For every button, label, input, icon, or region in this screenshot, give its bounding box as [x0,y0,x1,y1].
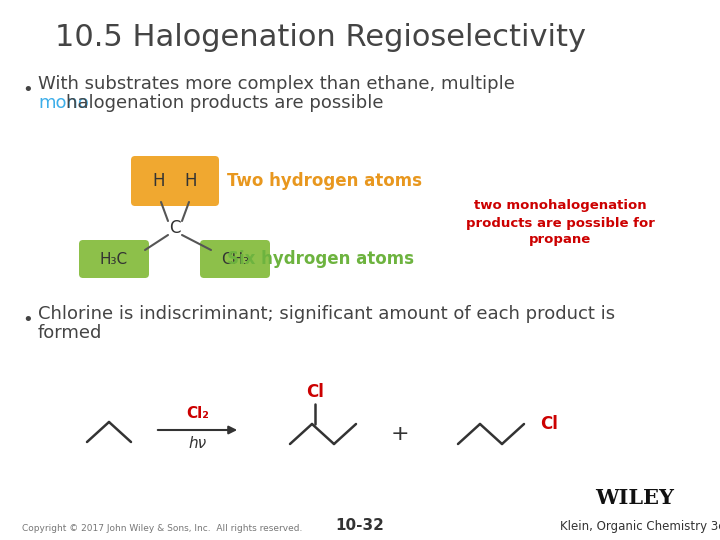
Text: Cl: Cl [306,383,324,401]
Text: 10.5 Halogenation Regioselectivity: 10.5 Halogenation Regioselectivity [55,24,586,52]
Text: H: H [185,172,197,190]
Text: Copyright © 2017 John Wiley & Sons, Inc.  All rights reserved.: Copyright © 2017 John Wiley & Sons, Inc.… [22,524,302,533]
FancyBboxPatch shape [79,240,149,278]
Text: +: + [391,424,409,444]
Text: •: • [22,311,32,329]
Text: H₃C: H₃C [100,252,128,267]
Text: CH₃: CH₃ [221,252,249,267]
Text: 10-32: 10-32 [336,518,384,533]
Text: Six hydrogen atoms: Six hydrogen atoms [227,250,414,268]
Text: With substrates more complex than ethane, multiple: With substrates more complex than ethane… [38,75,515,93]
Text: Cl: Cl [540,415,558,433]
Text: Two hydrogen atoms: Two hydrogen atoms [227,172,422,190]
Text: Cl₂: Cl₂ [186,406,209,421]
Text: two monohalogenation
products are possible for
propane: two monohalogenation products are possib… [466,199,654,246]
Text: C: C [169,219,181,237]
FancyBboxPatch shape [131,156,219,206]
Text: mono: mono [38,94,89,112]
Text: H: H [153,172,166,190]
Text: hν: hν [189,436,207,451]
Text: Chlorine is indiscriminant; significant amount of each product is: Chlorine is indiscriminant; significant … [38,305,615,323]
FancyBboxPatch shape [200,240,270,278]
Text: •: • [22,81,32,99]
Text: halogenation products are possible: halogenation products are possible [66,94,384,112]
Text: Klein, Organic Chemistry 3e: Klein, Organic Chemistry 3e [560,520,720,533]
Text: WILEY: WILEY [595,488,674,508]
Text: formed: formed [38,324,102,342]
